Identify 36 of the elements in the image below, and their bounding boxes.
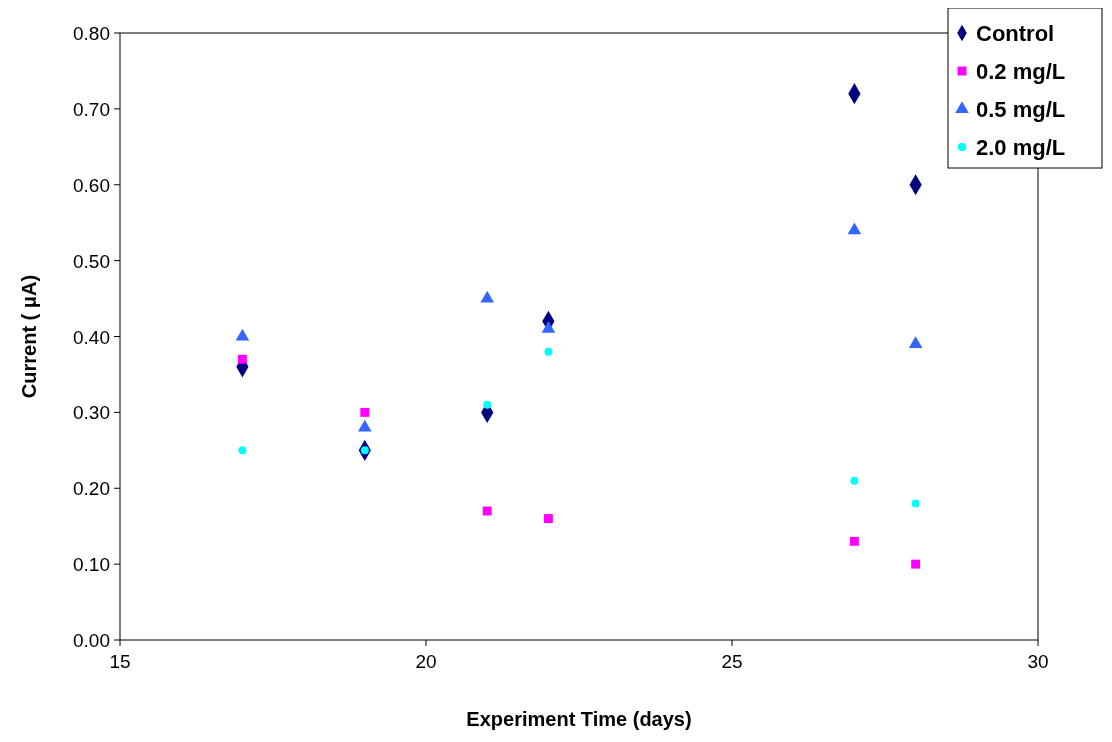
- x-tick-label: 20: [415, 651, 437, 672]
- y-tick-label: 0.40: [73, 326, 110, 348]
- y-tick-label: 0.70: [73, 98, 110, 120]
- legend-label: 2.0 mg/L: [976, 135, 1066, 160]
- point: [911, 559, 921, 569]
- x-axis-title: Experiment Time (days): [466, 708, 692, 730]
- point: [360, 407, 370, 417]
- point: [541, 321, 556, 333]
- point: [480, 290, 494, 303]
- x-tick-label: 25: [721, 651, 743, 672]
- point: [482, 506, 492, 516]
- legend-label: Control: [976, 21, 1055, 46]
- y-tick-label: 0.20: [73, 478, 110, 500]
- point: [849, 536, 859, 546]
- point: [908, 336, 923, 349]
- point: [235, 328, 250, 341]
- y-tick-label: 0.80: [73, 23, 110, 44]
- x-tick-label: 30: [1027, 651, 1049, 672]
- x-tick-label: 15: [109, 651, 131, 672]
- point: [850, 476, 859, 485]
- y-tick-label: 0.60: [73, 174, 110, 196]
- y-tick-label: 0.50: [73, 250, 110, 272]
- point: [847, 222, 862, 235]
- point: [544, 347, 553, 356]
- point: [483, 400, 492, 409]
- y-tick-label: 0.10: [73, 554, 110, 576]
- y-axis-title: Current ( μA): [18, 274, 40, 399]
- point: [911, 499, 920, 508]
- y-tick-label: 0.30: [73, 402, 110, 424]
- legend-label: 0.5 mg/L: [976, 97, 1066, 122]
- legend-label: 0.2 mg/L: [976, 59, 1066, 84]
- point: [237, 354, 247, 364]
- point: [238, 446, 247, 455]
- y-tick-label: 0.00: [73, 630, 110, 651]
- point: [358, 419, 372, 432]
- point: [543, 514, 553, 524]
